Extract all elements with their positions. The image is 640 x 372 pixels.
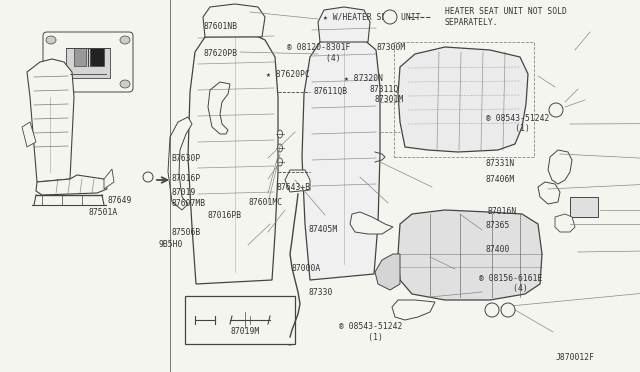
Ellipse shape <box>46 36 56 44</box>
Text: 87405M: 87405M <box>308 225 338 234</box>
Text: B7630P: B7630P <box>172 154 201 163</box>
Text: ® 08120-8301F
        (4): ® 08120-8301F (4) <box>287 43 350 62</box>
Ellipse shape <box>46 80 56 88</box>
Polygon shape <box>548 150 572 184</box>
Text: 87330: 87330 <box>308 288 333 296</box>
Text: 87016P: 87016P <box>172 174 201 183</box>
Text: 87019M: 87019M <box>230 327 260 336</box>
Polygon shape <box>188 30 278 284</box>
Polygon shape <box>302 35 380 280</box>
Text: 87301M: 87301M <box>374 95 404 104</box>
Ellipse shape <box>120 80 130 88</box>
Polygon shape <box>350 212 393 234</box>
Text: 87501A: 87501A <box>88 208 118 217</box>
Polygon shape <box>208 82 230 134</box>
Bar <box>90 48 104 66</box>
Bar <box>74 48 86 66</box>
Text: 87000A: 87000A <box>291 264 321 273</box>
Text: 87611QB: 87611QB <box>314 87 348 96</box>
Text: 9B5H0: 9B5H0 <box>159 240 183 249</box>
Text: 87365: 87365 <box>485 221 509 230</box>
Text: ★ W/HEATER SEAT UNIT: ★ W/HEATER SEAT UNIT <box>323 12 420 21</box>
Text: 87620PB: 87620PB <box>204 49 237 58</box>
Text: 87406M: 87406M <box>485 175 515 184</box>
Ellipse shape <box>120 36 130 44</box>
Text: ® 08543-51242
      (1): ® 08543-51242 (1) <box>486 114 550 133</box>
Text: J870012F: J870012F <box>556 353 595 362</box>
Ellipse shape <box>278 130 282 138</box>
Polygon shape <box>555 214 575 232</box>
Text: 87649: 87649 <box>108 196 132 205</box>
Bar <box>66 48 110 78</box>
Polygon shape <box>538 182 560 204</box>
Ellipse shape <box>278 144 282 152</box>
Text: S: S <box>388 15 392 19</box>
Circle shape <box>383 10 397 24</box>
Text: 87601NB: 87601NB <box>204 22 237 31</box>
Circle shape <box>143 172 153 182</box>
Text: 87506B: 87506B <box>172 228 201 237</box>
Text: ® 08156-6161E
       (4): ® 08156-6161E (4) <box>479 274 542 293</box>
Text: 87400: 87400 <box>485 245 509 254</box>
Text: 87601MC: 87601MC <box>248 198 282 207</box>
Text: B: B <box>490 308 494 312</box>
Polygon shape <box>168 117 192 210</box>
Polygon shape <box>398 47 528 152</box>
Polygon shape <box>285 170 310 192</box>
Text: ★ 87320N: ★ 87320N <box>344 74 383 83</box>
Circle shape <box>285 335 295 345</box>
Circle shape <box>549 103 563 117</box>
Text: 87311Q: 87311Q <box>370 85 399 94</box>
Bar <box>394 42 534 157</box>
Polygon shape <box>318 7 370 42</box>
Polygon shape <box>398 210 542 300</box>
Text: 87019: 87019 <box>172 188 196 197</box>
Text: S: S <box>506 308 510 312</box>
Polygon shape <box>392 300 435 320</box>
Polygon shape <box>22 122 36 147</box>
Polygon shape <box>27 59 74 182</box>
Circle shape <box>501 303 515 317</box>
Polygon shape <box>104 169 114 189</box>
Text: HEATER SEAT UNIT NOT SOLD
SEPARATELY.: HEATER SEAT UNIT NOT SOLD SEPARATELY. <box>445 7 566 27</box>
Text: 87607MB: 87607MB <box>172 199 205 208</box>
Polygon shape <box>203 4 265 37</box>
Bar <box>570 197 598 217</box>
Text: 87300M: 87300M <box>376 43 406 52</box>
Bar <box>185 296 295 344</box>
Circle shape <box>485 303 499 317</box>
Polygon shape <box>375 254 400 290</box>
Text: 87331N: 87331N <box>485 159 515 168</box>
Text: B7016N: B7016N <box>488 207 517 216</box>
Text: ★ 87620PC: ★ 87620PC <box>266 70 310 79</box>
FancyBboxPatch shape <box>43 32 133 92</box>
Polygon shape <box>36 175 107 195</box>
Text: 87643+B: 87643+B <box>276 183 310 192</box>
Text: ® 08543-51242
      (1): ® 08543-51242 (1) <box>339 322 403 341</box>
Text: S: S <box>554 108 558 112</box>
Text: 87016PB: 87016PB <box>208 211 242 219</box>
Ellipse shape <box>278 158 282 166</box>
